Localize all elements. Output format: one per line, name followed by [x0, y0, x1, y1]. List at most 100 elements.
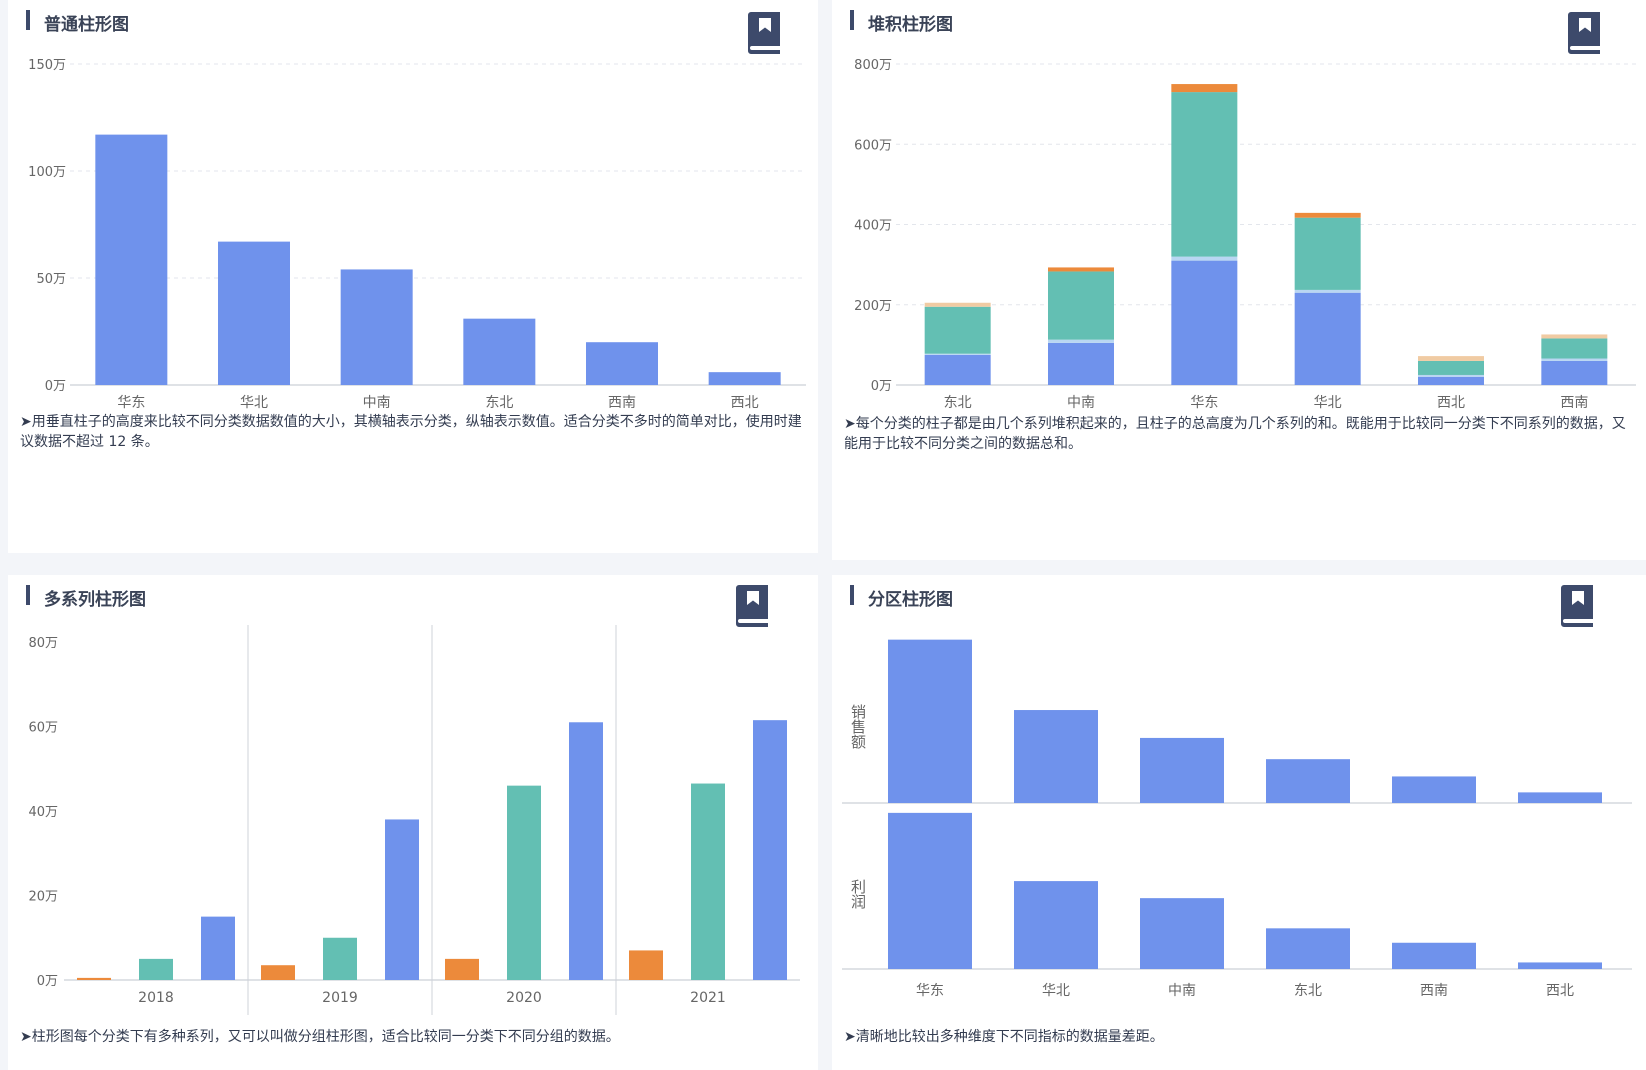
panel-description: ➤用垂直柱子的高度来比较不同分类数据数值的大小，其横轴表示分类，纵轴表示数值。适… — [20, 414, 802, 450]
bar — [888, 812, 972, 969]
stacked-segment — [1048, 339, 1114, 343]
stacked-segment — [1418, 356, 1484, 361]
panel-title: 多系列柱形图 — [44, 590, 146, 610]
stacked-segment — [1171, 260, 1238, 385]
x-tick-label: 华东 — [1190, 395, 1218, 410]
bar — [463, 318, 536, 385]
y-tick-label: 150万 — [28, 58, 66, 73]
stacked-segment — [1418, 374, 1484, 377]
bar — [445, 958, 479, 980]
stacked-segment — [1418, 360, 1484, 375]
x-tick-label: 西南 — [608, 395, 636, 410]
stacked-segment — [924, 353, 991, 355]
y-tick-label: 800万 — [854, 58, 892, 73]
stacked-segment — [924, 306, 991, 354]
y-tick-label: 0万 — [37, 974, 58, 989]
stacked-segment — [1171, 92, 1238, 257]
x-tick-label: 2020 — [506, 990, 542, 1006]
panel-description: ➤柱形图每个分类下有多种系列，又可以叫做分组柱形图，适合比较同一分类下不同分组的… — [20, 1029, 620, 1045]
bar — [1518, 792, 1602, 803]
x-tick-label: 2021 — [690, 990, 726, 1006]
stacked-segment — [1171, 84, 1238, 93]
bar — [507, 785, 541, 980]
bar — [569, 722, 603, 980]
panel-title: 普通柱形图 — [44, 15, 129, 35]
book-icon[interactable] — [1559, 585, 1595, 627]
panel-stacked-bar: 堆积柱形图 0万 200万 400万 600万 800万 东北 中南 华东 华北 西北 西南 ➤每个… — [832, 0, 1646, 560]
bar — [753, 720, 787, 980]
bar — [708, 372, 781, 385]
bar — [1392, 942, 1476, 969]
bar — [1014, 881, 1098, 969]
title-accent-bar — [850, 10, 854, 30]
book-icon[interactable] — [734, 585, 770, 627]
bar — [1140, 898, 1224, 969]
stacked-segment — [1294, 212, 1361, 218]
stacked-segment — [924, 354, 991, 385]
stacked-segment — [1541, 334, 1608, 339]
panel-grouped-bar: 多系列柱形图 0万 20万 40万 60万 80万 2018 2019 2020 2021 ➤柱… — [8, 575, 818, 1070]
y-tick-label: 600万 — [854, 138, 892, 153]
x-tick-label: 西南 — [1560, 395, 1588, 410]
bar — [385, 819, 419, 980]
panel-description: ➤清晰地比较出多种维度下不同指标的数据量差距。 — [844, 1029, 1164, 1045]
bar — [201, 916, 235, 980]
y-tick-label: 50万 — [36, 272, 66, 287]
x-tick-label: 2019 — [322, 990, 358, 1006]
bar — [218, 241, 290, 385]
y-tick-label: 200万 — [854, 299, 892, 314]
bar — [1392, 776, 1476, 803]
bar — [95, 134, 168, 385]
panel-basic-bar: 普通柱形图 0万 50万 100万 150万 华东 华北 中南 东北 西南 西北 ➤用垂直柱子的高… — [8, 0, 818, 553]
stacked-segment — [1048, 271, 1114, 340]
x-tick-label: 华东 — [916, 983, 944, 999]
x-tick-label: 中南 — [1168, 983, 1196, 999]
y-tick-label: 40万 — [28, 805, 58, 820]
bar — [139, 958, 173, 980]
bar — [1266, 759, 1350, 803]
y-tick-label: 20万 — [28, 890, 58, 905]
x-tick-label: 西北 — [1437, 395, 1465, 410]
stacked-segment — [1048, 267, 1114, 272]
facet-label: 销售额 — [849, 704, 867, 749]
x-tick-label: 华东 — [117, 395, 145, 410]
stacked-segment — [1294, 289, 1361, 293]
bar — [1014, 710, 1098, 803]
y-tick-label: 400万 — [854, 219, 892, 234]
x-tick-label: 西北 — [1546, 983, 1574, 999]
bar — [323, 937, 357, 980]
stacked-segment — [924, 302, 991, 307]
x-tick-label: 2018 — [138, 990, 174, 1006]
x-tick-label: 中南 — [1067, 395, 1095, 410]
bar — [1266, 928, 1350, 969]
title-accent-bar — [26, 10, 30, 30]
panel-faceted-bar: 分区柱形图 销售额 利润 华东 华北 中南 东北 西南 西北 ➤清晰地比较出多种维度下不同指标… — [832, 575, 1646, 1070]
x-tick-label: 西北 — [731, 395, 759, 410]
stacked-segment — [1171, 256, 1238, 261]
x-tick-label: 东北 — [1294, 983, 1322, 999]
bar — [586, 342, 658, 385]
bar — [340, 269, 413, 385]
stacked-segment — [1541, 338, 1608, 359]
x-tick-label: 华北 — [1042, 983, 1070, 999]
bar — [629, 950, 663, 980]
title-accent-bar — [26, 585, 30, 605]
y-tick-label: 0万 — [45, 379, 66, 394]
bar — [1140, 737, 1224, 803]
stacked-segment — [1048, 342, 1114, 385]
book-icon[interactable] — [746, 12, 782, 54]
x-tick-label: 华北 — [240, 395, 268, 410]
x-tick-label: 东北 — [485, 395, 513, 410]
stacked-segment — [1541, 358, 1608, 361]
x-tick-label: 中南 — [363, 395, 391, 410]
bar — [888, 639, 972, 803]
bar — [77, 977, 111, 980]
bar — [261, 965, 295, 980]
y-tick-label: 0万 — [871, 379, 892, 394]
book-icon[interactable] — [1566, 12, 1602, 54]
y-tick-label: 60万 — [28, 721, 58, 736]
title-accent-bar — [850, 585, 854, 605]
stacked-segment — [1294, 217, 1361, 290]
